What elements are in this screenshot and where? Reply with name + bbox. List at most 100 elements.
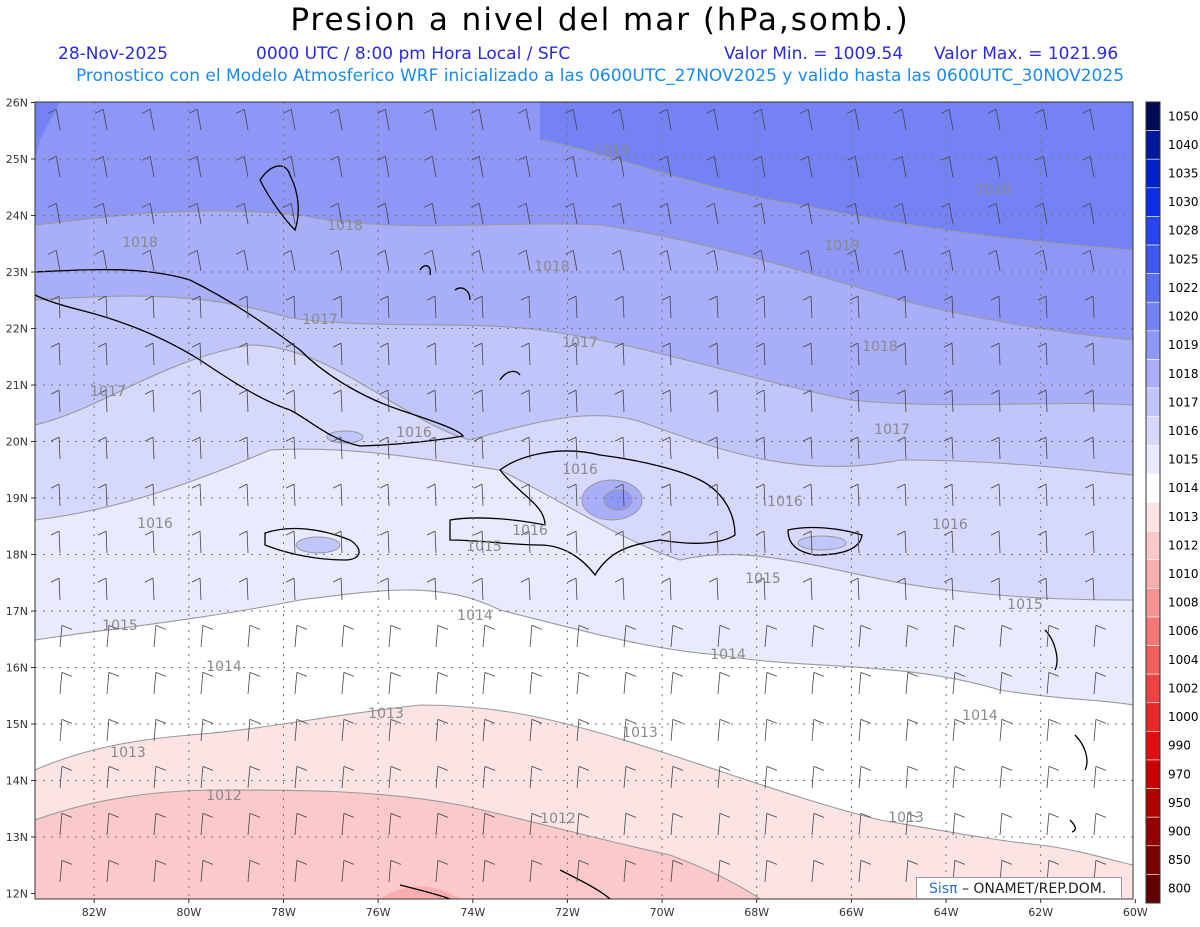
- wind-barb-flag: [473, 436, 483, 442]
- wind-barb: [337, 156, 343, 178]
- wind-barb: [482, 625, 486, 648]
- wind-barb-flag: [1035, 202, 1044, 208]
- wind-barb-flag: [424, 108, 433, 114]
- wind-barb: [764, 766, 768, 789]
- wind-barb-flag: [896, 436, 906, 442]
- wind-barb: [576, 766, 580, 789]
- wind-barb-flag: [813, 859, 825, 865]
- wind-barb-flag: [800, 249, 809, 255]
- wind-barb: [905, 860, 909, 883]
- wind-barb: [854, 250, 860, 272]
- wind-barb-flag: [614, 577, 624, 583]
- wind-barb-flag: [531, 812, 543, 818]
- wind-barb: [998, 437, 1001, 460]
- wind-barb: [713, 109, 719, 131]
- wind-barb: [528, 296, 531, 319]
- wind-barb-flag: [990, 389, 1000, 395]
- wind-barb-flag: [661, 389, 671, 395]
- wind-barb-flag: [894, 249, 903, 255]
- wind-barb: [951, 578, 954, 601]
- wind-barb-flag: [1035, 249, 1044, 255]
- colorbar-label: 1028: [1168, 224, 1199, 238]
- wind-barb-flag: [332, 483, 342, 489]
- wind-barb: [951, 343, 954, 366]
- wind-barb: [384, 109, 390, 131]
- wind-barb: [341, 719, 345, 742]
- wind-barb-flag: [708, 530, 718, 536]
- wind-barb-flag: [531, 624, 543, 630]
- wind-barb: [810, 437, 813, 460]
- wind-barb: [763, 578, 766, 601]
- wind-barb-flag: [849, 577, 859, 583]
- wind-barb: [340, 437, 343, 460]
- colorbar-label: 970: [1168, 767, 1191, 781]
- wind-barb: [810, 484, 813, 507]
- wind-barb: [998, 343, 1001, 366]
- wind-barb: [529, 860, 533, 883]
- wind-barb-flag: [565, 155, 574, 161]
- wind-barb-flag: [1037, 436, 1047, 442]
- wind-barb: [434, 484, 437, 507]
- wind-barb-flag: [941, 249, 950, 255]
- wind-barb: [341, 860, 345, 883]
- credit-box: Sisπ – ONAMET/REP.DOM.: [916, 877, 1122, 899]
- wind-barb: [340, 296, 343, 319]
- wind-barb-flag: [426, 436, 436, 442]
- colorbar-swatch: [1145, 301, 1161, 332]
- wind-barb-flag: [849, 342, 859, 348]
- wind-barb: [478, 250, 484, 272]
- wind-barb-flag: [847, 155, 856, 161]
- wind-barb: [199, 296, 202, 319]
- wind-barb-flag: [155, 624, 167, 630]
- wind-barb-flag: [155, 718, 167, 724]
- wind-barb: [952, 625, 956, 648]
- wind-barb: [901, 250, 907, 272]
- wind-barb-flag: [285, 530, 295, 536]
- wind-barb-flag: [377, 108, 386, 114]
- wind-barb-flag: [1082, 108, 1091, 114]
- wind-barb-flag: [988, 249, 997, 255]
- wind-barb-flag: [191, 483, 201, 489]
- wind-barb-flag: [437, 671, 449, 677]
- wind-barb: [952, 672, 956, 695]
- wind-barb: [290, 203, 296, 225]
- wind-barb: [435, 625, 439, 648]
- wind-barb-flag: [990, 342, 1000, 348]
- wind-barb: [904, 296, 907, 319]
- wind-barb-flag: [802, 577, 812, 583]
- wind-barb: [998, 296, 1001, 319]
- wind-barb-flag: [95, 249, 104, 255]
- colorbar-label: 1008: [1168, 596, 1199, 610]
- wind-barb-flag: [379, 342, 389, 348]
- wind-barb-flag: [1001, 812, 1013, 818]
- wind-barb: [55, 156, 61, 178]
- wind-barb: [290, 156, 296, 178]
- wind-barb: [529, 766, 533, 789]
- wind-barb: [807, 156, 813, 178]
- wind-barb: [858, 860, 862, 883]
- wind-barb-flag: [343, 765, 355, 771]
- wind-barb: [1042, 156, 1048, 178]
- wind-barb-flag: [95, 108, 104, 114]
- wind-barb-flag: [249, 671, 261, 677]
- wind-barb: [623, 719, 627, 742]
- wind-barb: [713, 250, 719, 272]
- forecast-info: Pronostico con el Modelo Atmosferico WRF…: [75, 66, 1125, 86]
- wind-barb-flag: [755, 436, 765, 442]
- wind-barb: [948, 156, 954, 178]
- wind-barb: [246, 390, 249, 413]
- wind-barb: [1093, 813, 1097, 836]
- isobar-label: 1014: [962, 708, 998, 724]
- wind-barb: [525, 203, 531, 225]
- wind-barb: [196, 203, 202, 225]
- wind-barb: [435, 860, 439, 883]
- wind-barb-flag: [706, 249, 715, 255]
- wind-barb-flag: [1095, 859, 1107, 865]
- wind-barb-flag: [144, 577, 154, 583]
- wind-barb: [575, 484, 578, 507]
- wind-barb: [387, 578, 390, 601]
- wind-barb-flag: [390, 859, 402, 865]
- wind-barb: [478, 156, 484, 178]
- lon-label: 82W: [82, 906, 107, 919]
- lon-label: 68W: [744, 906, 769, 919]
